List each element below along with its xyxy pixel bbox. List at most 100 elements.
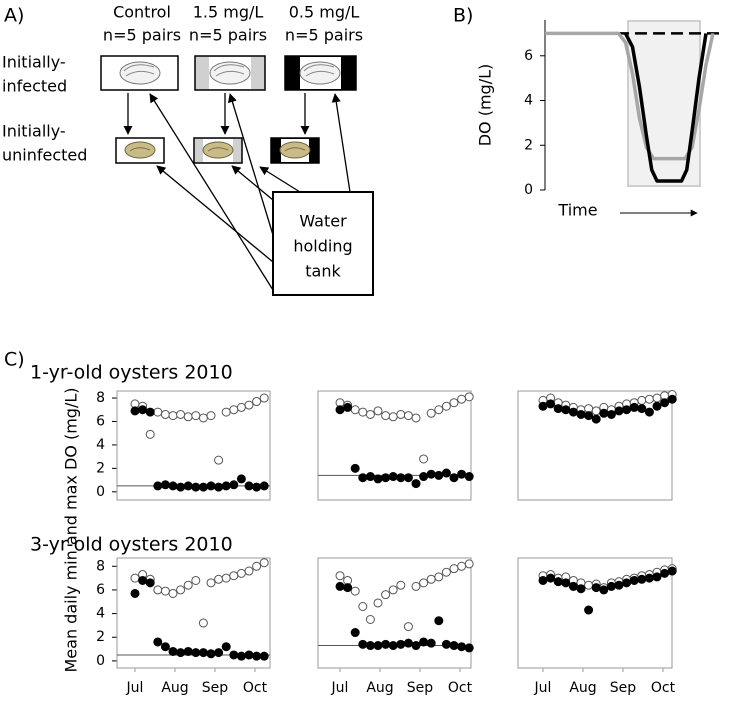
data-point bbox=[434, 616, 444, 626]
data-point bbox=[252, 651, 262, 661]
x-tick-label: Oct bbox=[448, 680, 473, 696]
data-point bbox=[365, 472, 375, 482]
data-point bbox=[343, 402, 353, 412]
data-point bbox=[381, 411, 391, 421]
data-point bbox=[206, 481, 216, 491]
data-point bbox=[198, 413, 208, 423]
data-point bbox=[183, 580, 193, 590]
data-point bbox=[629, 402, 639, 412]
data-point bbox=[561, 405, 571, 415]
plot-frame bbox=[517, 557, 673, 669]
panel-label: C) bbox=[4, 349, 25, 371]
data-point bbox=[229, 480, 239, 490]
data-point bbox=[168, 411, 178, 421]
data-point bbox=[591, 414, 601, 424]
data-point bbox=[244, 566, 254, 576]
data-point bbox=[365, 615, 375, 625]
data-point bbox=[221, 407, 231, 417]
x-tick-label: Aug bbox=[569, 680, 596, 696]
data-point bbox=[381, 639, 391, 649]
data-point bbox=[176, 648, 186, 658]
data-point bbox=[457, 561, 467, 571]
data-point bbox=[176, 585, 186, 595]
data-point bbox=[419, 637, 429, 647]
x-axis-label: Time bbox=[557, 201, 597, 220]
x-tick-label: Oct bbox=[243, 680, 268, 696]
data-point bbox=[191, 482, 201, 492]
x-tick-label: Aug bbox=[161, 680, 188, 696]
data-point bbox=[434, 572, 444, 582]
column-sub: n=5 pairs bbox=[189, 26, 267, 45]
y-tick-label: 6 bbox=[524, 48, 533, 64]
data-point bbox=[153, 585, 163, 595]
arrows bbox=[123, 93, 351, 291]
data-point bbox=[221, 642, 231, 652]
data-point bbox=[138, 575, 148, 585]
data-point bbox=[335, 405, 345, 415]
panel-label: B) bbox=[453, 5, 473, 27]
column-label: Control bbox=[113, 3, 171, 22]
data-point bbox=[584, 580, 594, 590]
data-point bbox=[168, 588, 178, 598]
data-point bbox=[153, 637, 163, 647]
data-point bbox=[614, 406, 624, 416]
data-point bbox=[244, 650, 254, 660]
tank-label: Water bbox=[299, 212, 347, 231]
data-point bbox=[183, 646, 193, 656]
data-point bbox=[403, 411, 413, 421]
tank-label: tank bbox=[305, 262, 341, 281]
data-point bbox=[553, 404, 563, 414]
data-point bbox=[419, 472, 429, 482]
data-point bbox=[606, 581, 616, 591]
data-point bbox=[350, 586, 360, 596]
do-curve bbox=[623, 32, 708, 183]
data-point bbox=[441, 401, 451, 411]
data-point bbox=[411, 413, 421, 423]
data-point bbox=[622, 405, 632, 415]
data-point bbox=[183, 481, 193, 491]
data-point bbox=[358, 601, 368, 611]
data-point bbox=[191, 648, 201, 658]
data-point bbox=[614, 580, 624, 590]
data-point bbox=[236, 402, 246, 412]
column-sub: n=5 pairs bbox=[285, 26, 363, 45]
data-point bbox=[221, 573, 231, 583]
data-point bbox=[365, 641, 375, 651]
data-point bbox=[160, 586, 170, 596]
data-point bbox=[176, 409, 186, 419]
data-point bbox=[464, 559, 474, 569]
data-point bbox=[236, 568, 246, 578]
data-point bbox=[229, 405, 239, 415]
y-tick-label: 8 bbox=[96, 558, 105, 574]
data-point bbox=[244, 400, 254, 410]
data-point bbox=[214, 482, 224, 492]
data-point bbox=[373, 474, 383, 484]
data-point bbox=[599, 408, 609, 418]
data-point bbox=[622, 578, 632, 588]
data-point bbox=[637, 395, 647, 405]
data-point bbox=[373, 406, 383, 416]
data-point bbox=[191, 411, 201, 421]
data-point bbox=[584, 605, 594, 615]
y-tick-label: 0 bbox=[524, 182, 533, 198]
data-point bbox=[388, 472, 398, 482]
data-point bbox=[449, 398, 459, 408]
data-point bbox=[644, 407, 654, 417]
x-tick-label: Sep bbox=[407, 680, 434, 696]
data-point bbox=[546, 573, 556, 583]
data-point bbox=[553, 577, 563, 587]
data-point bbox=[403, 638, 413, 648]
data-point bbox=[350, 405, 360, 415]
data-point bbox=[434, 470, 444, 480]
y-tick-label: 4 bbox=[96, 437, 105, 453]
data-point bbox=[660, 398, 670, 408]
row-label: Initially- bbox=[2, 53, 66, 72]
data-point bbox=[538, 575, 548, 585]
data-point bbox=[229, 650, 239, 660]
data-point bbox=[457, 394, 467, 404]
data-point bbox=[591, 406, 601, 416]
data-point bbox=[229, 571, 239, 581]
data-point bbox=[576, 409, 586, 419]
data-point bbox=[441, 639, 451, 649]
data-point bbox=[214, 648, 224, 658]
